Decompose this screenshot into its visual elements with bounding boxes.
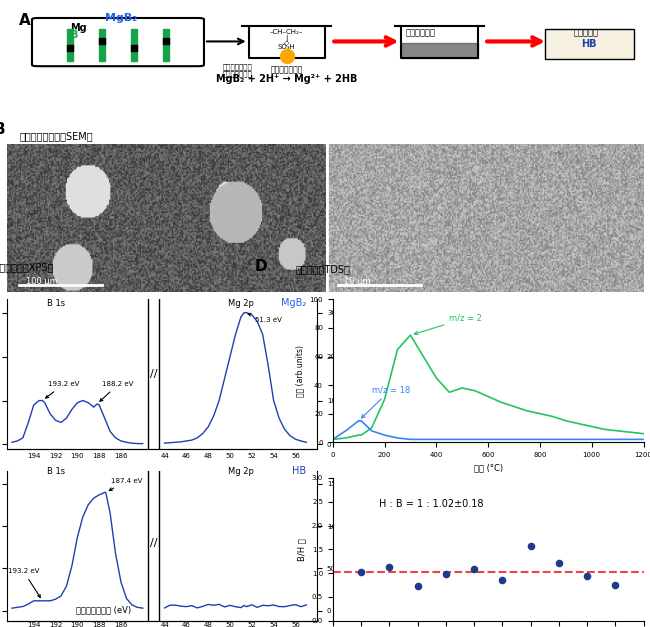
Text: 194: 194 xyxy=(27,621,40,627)
Text: B 1s: B 1s xyxy=(47,466,64,475)
Text: m/z = 18: m/z = 18 xyxy=(361,385,410,418)
Text: アセトニトリル: アセトニトリル xyxy=(223,70,253,76)
Text: 昇温脱離（TDS）: 昇温脱離（TDS） xyxy=(296,264,350,274)
FancyBboxPatch shape xyxy=(545,29,634,59)
Point xyxy=(497,575,508,585)
Text: Mg: Mg xyxy=(70,23,87,33)
Point xyxy=(582,571,592,581)
Text: 186: 186 xyxy=(114,621,128,627)
Text: イオン交換樹脂: イオン交換樹脂 xyxy=(270,65,303,74)
Text: 44: 44 xyxy=(160,621,169,627)
Text: 194: 194 xyxy=(27,453,40,459)
Text: 走査型電子顏小（SEM）: 走査型電子顏小（SEM） xyxy=(20,131,93,141)
Y-axis label: B/H 比: B/H 比 xyxy=(297,538,306,561)
Text: X線光電子分光（XPS）: X線光電子分光（XPS） xyxy=(0,263,54,273)
Point xyxy=(554,557,564,567)
Text: 濾液乾燥物: 濾液乾燥物 xyxy=(574,28,599,38)
Text: B 1s: B 1s xyxy=(47,299,64,308)
Text: 186: 186 xyxy=(114,453,128,459)
Text: |: | xyxy=(285,35,288,43)
Text: 192: 192 xyxy=(49,453,62,459)
Text: 193.2 eV: 193.2 eV xyxy=(8,569,40,598)
Text: Mg 2p: Mg 2p xyxy=(228,466,254,475)
Text: 窒素中で撹拌: 窒素中で撹拌 xyxy=(406,28,436,38)
Point xyxy=(469,564,479,574)
Point xyxy=(610,580,621,590)
Text: 54: 54 xyxy=(269,453,278,459)
Text: 190: 190 xyxy=(71,453,84,459)
Point xyxy=(384,562,395,572)
Text: 100 μm: 100 μm xyxy=(25,277,57,286)
Text: 51.3 eV: 51.3 eV xyxy=(248,314,282,323)
Text: MgB₂: MgB₂ xyxy=(105,13,137,23)
Text: 48: 48 xyxy=(203,453,213,459)
FancyBboxPatch shape xyxy=(32,18,204,66)
Text: 50: 50 xyxy=(226,453,235,459)
Text: 52: 52 xyxy=(248,621,256,627)
Text: 190: 190 xyxy=(71,621,84,627)
Text: MgB₂ + 2H⁺ → Mg²⁺ + 2HB: MgB₂ + 2H⁺ → Mg²⁺ + 2HB xyxy=(216,74,358,84)
Text: HB: HB xyxy=(582,39,597,49)
Text: 188: 188 xyxy=(92,453,106,459)
Y-axis label: 強度（カウント/秒）: 強度（カウント/秒） xyxy=(346,525,352,566)
Text: メタノール又は: メタノール又は xyxy=(223,63,253,70)
Text: 188: 188 xyxy=(92,621,106,627)
Text: D: D xyxy=(255,259,268,274)
Point xyxy=(356,567,366,577)
Text: ◇: ◇ xyxy=(284,40,289,46)
Text: 44: 44 xyxy=(160,453,169,459)
Text: 48: 48 xyxy=(203,621,213,627)
Text: m/z = 2: m/z = 2 xyxy=(414,314,482,335)
Text: 56: 56 xyxy=(291,621,300,627)
Text: //: // xyxy=(150,369,157,379)
Point xyxy=(525,540,536,551)
Text: 188.2 eV: 188.2 eV xyxy=(100,381,134,401)
X-axis label: 温度 (°C): 温度 (°C) xyxy=(474,463,502,473)
Text: 187.4 eV: 187.4 eV xyxy=(109,478,142,490)
Text: 192: 192 xyxy=(49,621,62,627)
Text: SO₃H: SO₃H xyxy=(278,44,296,50)
Point xyxy=(441,569,451,579)
Text: //: // xyxy=(150,538,157,548)
Text: 54: 54 xyxy=(269,621,278,627)
Text: 結合エネルギー (eV): 結合エネルギー (eV) xyxy=(77,606,131,614)
Text: 46: 46 xyxy=(182,453,191,459)
Text: HB: HB xyxy=(292,465,306,475)
Y-axis label: 強度 (arb.units): 強度 (arb.units) xyxy=(295,345,304,397)
Text: 52: 52 xyxy=(248,453,256,459)
Text: 50: 50 xyxy=(226,621,235,627)
Text: 10 μm: 10 μm xyxy=(344,277,370,286)
Text: B: B xyxy=(0,122,5,137)
Text: Mg 2p: Mg 2p xyxy=(228,299,254,308)
Point xyxy=(412,581,423,591)
Text: A: A xyxy=(20,13,31,28)
Text: B: B xyxy=(70,29,77,40)
Text: H : B = 1 : 1.02±0.18: H : B = 1 : 1.02±0.18 xyxy=(380,499,484,509)
Text: 56: 56 xyxy=(291,453,300,459)
Text: MgB₂: MgB₂ xyxy=(281,298,306,308)
Text: 193.2 eV: 193.2 eV xyxy=(46,381,79,398)
Text: 46: 46 xyxy=(182,621,191,627)
Y-axis label: 強度（カウント/秒）: 強度（カウント/秒） xyxy=(346,354,352,394)
Text: –CH–CH₂–: –CH–CH₂– xyxy=(270,29,304,35)
